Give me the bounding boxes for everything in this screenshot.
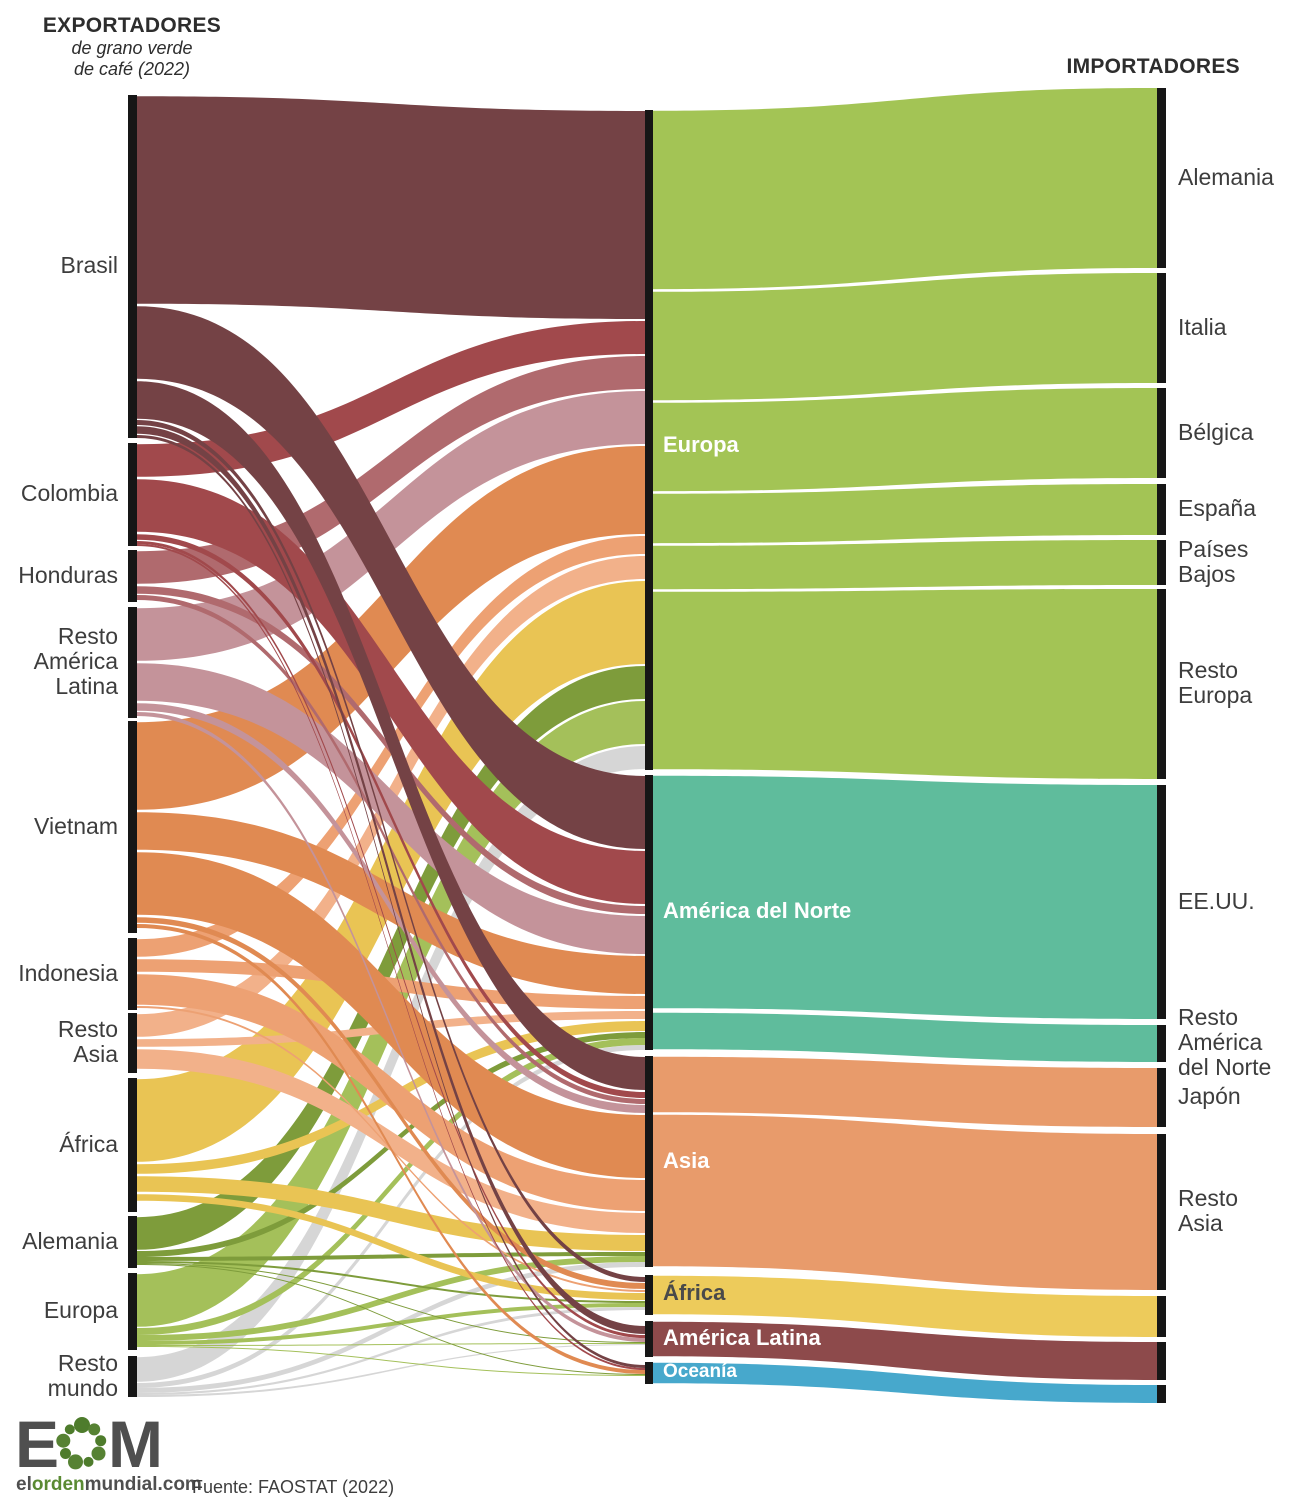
flow-europa-to-espana (653, 484, 1157, 544)
flow-colombia-to-europa (137, 321, 645, 477)
exporters-title-main: EXPORTADORES (42, 14, 222, 37)
flow-resto-mundo-to-america-latina (137, 1344, 645, 1397)
flow-europa-to-america-del-norte (137, 1038, 645, 1335)
flow-europa-to-oceania (137, 1346, 645, 1376)
flow-brasil-to-america-latina (137, 426, 645, 1334)
eom-logo-dot-ring-icon (56, 1417, 107, 1470)
flow-america-del-norte-to-resto-america-del-norte (653, 1012, 1157, 1062)
importers-title: IMPORTADORES (1066, 55, 1240, 78)
flow-alemania-to-africa (137, 1261, 645, 1303)
flow-brasil-to-oceania (137, 435, 645, 1368)
flow-colombia-to-america-latina (137, 541, 645, 1338)
flow-resto-america-latina-to-asia (137, 703, 645, 1113)
exporters-subtitle-line1: de grano verde (71, 38, 193, 58)
importer-node-eeuu (1157, 785, 1166, 1019)
continent-node-america-del-norte (645, 775, 653, 1050)
flow-america-del-norte-to-eeuu (653, 775, 1157, 1019)
flow-europa-to-america-latina (137, 1343, 645, 1346)
exporter-node-brasil (128, 95, 137, 438)
flow-colombia-to-asia (137, 534, 645, 1098)
importer-node-resto-asia-imp (1157, 1134, 1166, 1290)
continent-node-europa (645, 110, 653, 770)
flow-alemania-to-asia (137, 1252, 645, 1261)
importer-node-oceania-imp (1157, 1385, 1166, 1403)
flow-europa-to-alemania (653, 88, 1157, 290)
flow-resto-mundo-to-africa (137, 1307, 645, 1395)
flow-colombia-to-america-del-norte (137, 479, 645, 904)
flow-asia-to-resto-asia-imp (653, 1114, 1157, 1290)
exporter-node-europa (128, 1273, 137, 1350)
flow-resto-mundo-to-europa (137, 746, 645, 1382)
continent-node-africa (645, 1275, 653, 1315)
flow-europa-to-belgica (653, 388, 1157, 492)
flow-alemania-to-oceania (137, 1264, 645, 1375)
source-note: Fuente: FAOSTAT (2022) (192, 1477, 395, 1497)
exporter-node-resto-mundo (128, 1356, 137, 1397)
flow-alemania-to-america-latina (137, 1263, 645, 1343)
flow-brasil-to-africa (137, 420, 645, 1282)
flow-africa-to-africa (137, 1194, 645, 1300)
exporter-node-colombia (128, 443, 137, 546)
eom-site-suffix: mundial.com (84, 1474, 202, 1495)
flow-europa-to-paises-bajos (653, 540, 1157, 590)
flow-africa-to-africa-imp (653, 1275, 1157, 1337)
eom-logo: E M (15, 1407, 163, 1481)
importer-node-italia (1157, 273, 1166, 383)
flow-vietnam-to-asia (137, 852, 645, 1178)
eom-logo-letter-e: E (15, 1407, 59, 1481)
exporter-node-honduras (128, 550, 137, 602)
flow-brasil-to-asia (137, 381, 645, 1090)
flow-colombia-to-oceania (137, 544, 645, 1370)
flow-vietnam-to-america-del-norte (137, 812, 645, 994)
flow-asia-to-japon (653, 1056, 1157, 1127)
continent-node-oceania (645, 1362, 653, 1384)
importer-node-america-latina-imp (1157, 1342, 1166, 1380)
importer-node-japon (1157, 1068, 1166, 1127)
flow-vietnam-to-oceania (137, 924, 645, 1374)
exporter-node-indonesia (128, 938, 137, 1010)
importer-node-espana (1157, 484, 1166, 535)
flow-resto-america-latina-to-america-del-norte (137, 663, 645, 954)
flow-europa-to-africa (137, 1303, 645, 1345)
exporters-title: EXPORTADORES de grano verde de café (202… (12, 14, 252, 80)
flow-europa-to-resto-europa (653, 589, 1157, 779)
flow-resto-america-latina-to-america-latina (137, 712, 645, 1342)
continent-node-asia (645, 1056, 653, 1267)
eom-logo-letter-m: M (108, 1407, 163, 1481)
flow-europa-to-italia (653, 273, 1157, 401)
exporter-node-africa (128, 1078, 137, 1212)
importer-node-africa-imp (1157, 1296, 1166, 1337)
importer-node-resto-america-del-norte (1157, 1025, 1166, 1062)
flow-oceania-to-oceania-imp (653, 1362, 1157, 1403)
importer-node-alemania (1157, 88, 1166, 268)
importer-node-belgica (1157, 388, 1166, 478)
flow-america-latina-to-america-latina-imp (653, 1321, 1157, 1380)
flow-honduras-to-europa (137, 356, 645, 584)
importer-node-resto-europa (1157, 589, 1166, 779)
importer-node-paises-bajos (1157, 540, 1166, 585)
exporter-node-resto-america-latina (128, 607, 137, 718)
flow-indonesia-to-asia (137, 974, 645, 1211)
flow-brasil-to-america-del-norte (137, 306, 645, 849)
exporter-node-alemania (128, 1216, 137, 1268)
eom-site-url: elordenmundial.com (16, 1474, 202, 1496)
flow-brasil-to-europa (137, 96, 645, 319)
flow-vietnam-to-africa (137, 917, 645, 1289)
continent-node-america-latina (645, 1321, 653, 1357)
flow-resto-mundo-to-asia (137, 1262, 645, 1393)
exporter-node-vietnam (128, 721, 137, 933)
exporter-node-resto-asia (128, 1013, 137, 1073)
exporters-subtitle-line2: de café (2022) (73, 59, 191, 79)
eom-site-prefix: el (16, 1474, 32, 1495)
flow-europa-to-asia (137, 1256, 645, 1341)
flow-africa-to-europa (137, 581, 645, 1162)
eom-site-accent: orden (31, 1474, 85, 1495)
flow-resto-asia-to-asia (137, 1049, 645, 1233)
